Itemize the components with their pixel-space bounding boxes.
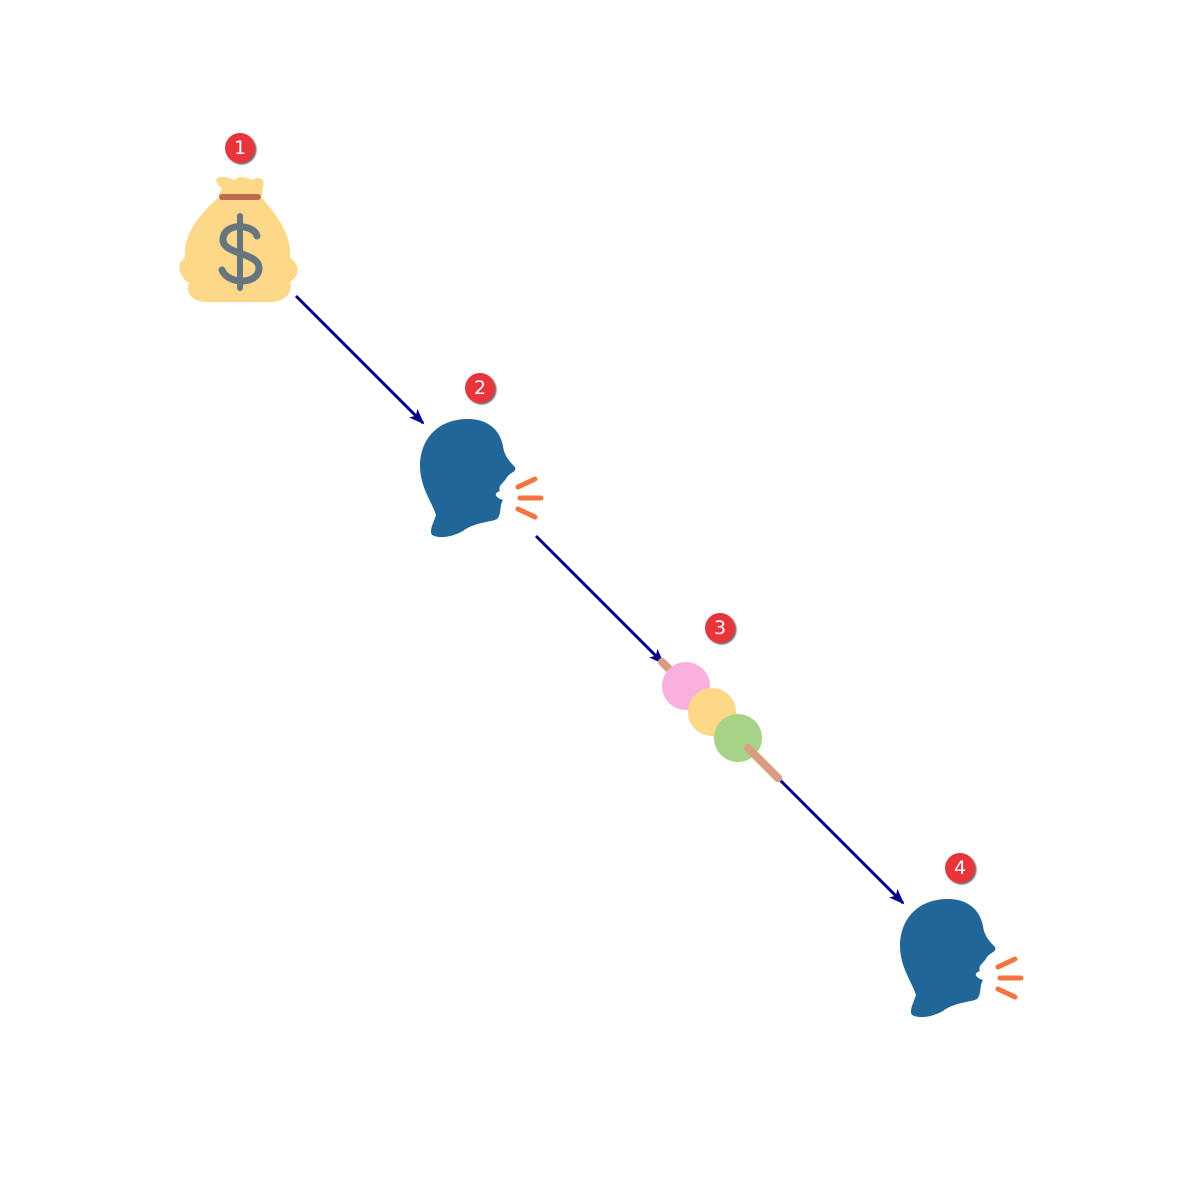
- node-4-badge: 4: [945, 853, 975, 883]
- node-3-badge-label: 3: [714, 617, 726, 639]
- edge-2-to-3: [534, 534, 665, 665]
- speaking-head-icon: [900, 899, 1024, 1018]
- edge-1-to-2: [294, 294, 425, 425]
- node-2-badge-label: 2: [474, 377, 486, 399]
- node-4-badge-label: 4: [954, 857, 966, 879]
- node-2: 2: [420, 373, 544, 538]
- node-3-badge: 3: [705, 613, 735, 643]
- node-3: 3: [658, 613, 782, 782]
- speaking-head-icon: [420, 419, 544, 538]
- money-bag-icon: [179, 176, 298, 302]
- node-1-badge: 1: [225, 133, 255, 163]
- node-2-badge: 2: [465, 373, 495, 403]
- dango-icon: [658, 658, 782, 782]
- node-1: 1: [179, 133, 298, 302]
- node-4: 4: [900, 853, 1024, 1018]
- edge-3-to-4: [774, 774, 905, 905]
- node-1-badge-label: 1: [234, 137, 246, 159]
